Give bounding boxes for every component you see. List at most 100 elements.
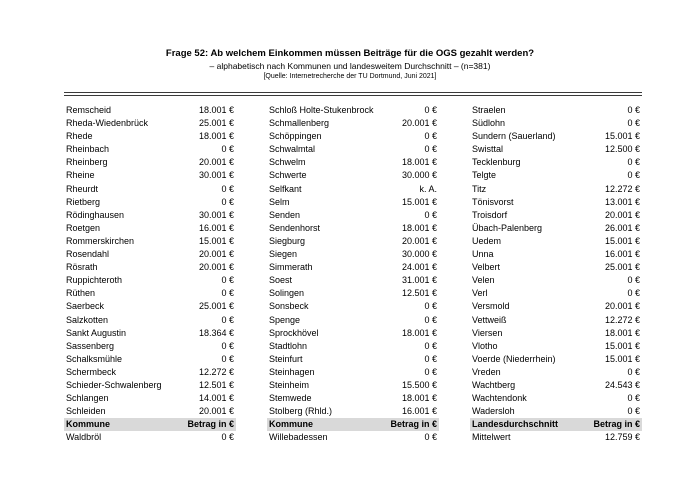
table-row: Sankt Augustin 18.364 € — [64, 327, 236, 340]
table-row: Ruppichteroth 0 € — [64, 274, 236, 287]
municipality-name: Rheda-Wiedenbrück — [66, 118, 149, 129]
amount-value: 18.001 € — [401, 157, 437, 168]
municipality-name: Schmallenberg — [269, 118, 330, 129]
amount-value: 12.272 € — [198, 366, 234, 377]
municipality-name: Rödinghausen — [66, 209, 125, 220]
table-row: Selfkant k. A. — [267, 183, 439, 196]
municipality-name: Schwalmtal — [269, 144, 316, 155]
amount-value: 13.001 € — [604, 196, 640, 207]
amount-value: 15.001 € — [401, 196, 437, 207]
municipality-name: Siegen — [269, 249, 298, 260]
municipality-name: Willebadessen — [269, 432, 328, 443]
municipality-name: Rheurdt — [66, 183, 99, 194]
municipality-name: Schwelm — [269, 157, 306, 168]
table-row: Wadersloh 0 € — [470, 405, 642, 418]
table-row: Waldbröl 0 € — [64, 431, 236, 444]
municipality-name: Schleiden — [66, 406, 106, 417]
amount-value: 15.500 € — [401, 379, 437, 390]
amount-value: 20.001 € — [604, 301, 640, 312]
table-row: Senden 0 € — [267, 209, 439, 222]
table-header-row: Landesdurchschnitt Betrag in € — [470, 418, 642, 432]
table-row: Unna 16.001 € — [470, 248, 642, 261]
municipality-name: Telgte — [472, 170, 497, 181]
amount-value: 0 € — [221, 144, 234, 155]
municipality-name: Stemwede — [269, 393, 312, 404]
amount-value: 0 € — [221, 288, 234, 299]
municipality-name: Vettweiß — [472, 314, 507, 325]
table-row: Steinfurt 0 € — [267, 353, 439, 366]
table-row: Roetgen 16.001 € — [64, 222, 236, 235]
table-row: Rösrath 20.001 € — [64, 261, 236, 274]
municipality-name: Rheine — [66, 170, 95, 181]
table-row: Velbert 25.001 € — [470, 261, 642, 274]
amount-value: 26.001 € — [604, 222, 640, 233]
municipality-name: Versmold — [472, 301, 510, 312]
table-row: Sassenberg 0 € — [64, 340, 236, 353]
header-betrag-label: Betrag in € — [390, 419, 437, 430]
municipality-name: Steinhagen — [269, 366, 315, 377]
table-row: Willebadessen 0 € — [267, 431, 439, 444]
amount-value: 0 € — [424, 314, 437, 325]
table-row: Tönisvorst 13.001 € — [470, 196, 642, 209]
amount-value: 0 € — [424, 144, 437, 155]
table-row: Rietberg 0 € — [64, 196, 236, 209]
municipality-name: Simmerath — [269, 262, 313, 273]
amount-value: 18.001 € — [401, 327, 437, 338]
amount-value: 0 € — [424, 432, 437, 443]
municipality-name: Ruppichteroth — [66, 275, 123, 286]
table-row: Rhede 18.001 € — [64, 130, 236, 143]
table-row: Versmold 20.001 € — [470, 300, 642, 313]
amount-value: 0 € — [221, 314, 234, 325]
table-row: Stolberg (Rhld.) 16.001 € — [267, 405, 439, 418]
municipality-name: Sonsbeck — [269, 301, 309, 312]
amount-value: 0 € — [424, 105, 437, 115]
table-row: Rommerskirchen 15.001 € — [64, 235, 236, 248]
municipality-name: Mittelwert — [472, 432, 511, 443]
table-row: Steinheim 15.500 € — [267, 379, 439, 392]
amount-value: 15.001 € — [198, 235, 234, 246]
amount-value: 12.501 € — [198, 379, 234, 390]
amount-value: 12.500 € — [604, 144, 640, 155]
table-row: Straelen 0 € — [470, 104, 642, 117]
municipality-name: Siegburg — [269, 235, 306, 246]
header-kommune-label: Landesdurchschnitt — [472, 419, 559, 430]
table-column-1: Remscheid 18.001 € Rheda-Wiedenbrück 25.001… — [64, 104, 236, 444]
amount-value: 30.000 € — [401, 170, 437, 181]
municipality-name: Stolberg (Rhld.) — [269, 406, 333, 417]
amount-value: 16.001 € — [401, 406, 437, 417]
table-row: Schalksmühle 0 € — [64, 353, 236, 366]
table-row: Schmallenberg 20.001 € — [267, 117, 439, 130]
table-row: Wachtendonk 0 € — [470, 392, 642, 405]
amount-value: 0 € — [627, 105, 640, 115]
amount-value: 0 € — [221, 196, 234, 207]
table-row: Schermbeck 12.272 € — [64, 366, 236, 379]
table-row: Vlotho 15.001 € — [470, 340, 642, 353]
table-row: Übach-Palenberg 26.001 € — [470, 222, 642, 235]
municipality-name: Rösrath — [66, 262, 98, 273]
municipality-name: Rietberg — [66, 196, 101, 207]
table-row: Velen 0 € — [470, 274, 642, 287]
municipality-name: Unna — [472, 249, 494, 260]
table-row: Rheinberg 20.001 € — [64, 156, 236, 169]
amount-value: 15.001 € — [604, 235, 640, 246]
municipality-name: Schwerte — [269, 170, 307, 181]
municipality-name: Sendenhorst — [269, 222, 321, 233]
amount-value: 30.001 € — [198, 170, 234, 181]
header-betrag-label: Betrag in € — [187, 419, 234, 430]
table-row: Simmerath 24.001 € — [267, 261, 439, 274]
municipality-name: Verl — [472, 288, 488, 299]
municipality-name: Sundern (Sauerland) — [472, 131, 556, 142]
amount-value: 20.001 € — [401, 235, 437, 246]
table-row: Solingen 12.501 € — [267, 287, 439, 300]
municipality-name: Schöppingen — [269, 131, 322, 142]
amount-value: 18.001 € — [198, 131, 234, 142]
municipality-name: Vreden — [472, 366, 501, 377]
table-row: Telgte 0 € — [470, 169, 642, 182]
amount-value: 24.001 € — [401, 262, 437, 273]
municipality-name: Velen — [472, 275, 495, 286]
municipality-name: Rosendahl — [66, 249, 110, 260]
municipality-name: Tecklenburg — [472, 157, 521, 168]
amount-value: 12.272 € — [604, 183, 640, 194]
municipality-name: Rheinbach — [66, 144, 110, 155]
